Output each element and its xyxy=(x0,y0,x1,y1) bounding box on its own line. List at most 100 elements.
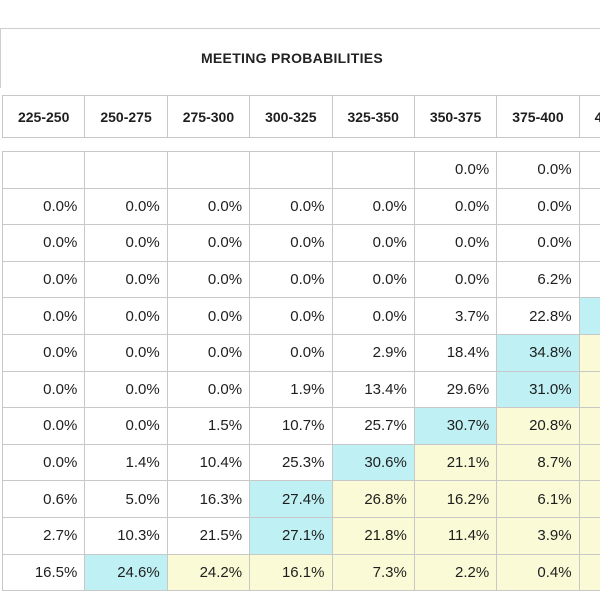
probability-cell: 16.5% xyxy=(1,553,86,592)
probability-cell: 0.0% xyxy=(496,224,580,262)
probability-cell: 0.0% xyxy=(249,333,333,372)
spacer-cell xyxy=(249,137,332,152)
column-header: 250-275 xyxy=(84,95,168,138)
probability-cell xyxy=(249,151,333,189)
probability-cell: 5.0% xyxy=(84,480,168,518)
probability-cell: 31.0% xyxy=(496,370,580,409)
probability-cell xyxy=(166,151,251,189)
table-row: 0.0%0.0%0.0%0.0%0.0%3.7%22.8%38.0% xyxy=(1,297,600,335)
probability-cell: 0.0% xyxy=(1,187,86,226)
probability-cell: 25.7% xyxy=(331,407,415,445)
table-row: 0.6%5.0%16.3%27.4%26.8%16.2%6.1%1.0% xyxy=(1,480,600,518)
column-header: 325-350 xyxy=(331,95,415,138)
probability-cell: 0.0% xyxy=(166,297,251,335)
spacer-cell xyxy=(579,137,600,152)
probability-cell: 0.0% xyxy=(578,553,600,592)
probability-cell: 0.0% xyxy=(166,187,251,226)
probability-cell: 24.2% xyxy=(166,553,251,592)
probability-cell: 7.3% xyxy=(331,553,415,592)
probability-cell: 0.0% xyxy=(413,260,498,299)
column-header: 350-375 xyxy=(413,95,498,138)
probability-cell: 0.0% xyxy=(249,187,333,226)
table-row: 0.0%0.0%0.0% xyxy=(1,151,600,189)
table-row: 0.0%0.0%1.5%10.7%25.7%30.7%20.8%8.0% xyxy=(1,407,600,445)
probability-cell: 10.3% xyxy=(84,516,168,555)
probability-cell xyxy=(84,151,168,189)
spacer-cell xyxy=(332,137,415,152)
spacer-cell xyxy=(84,137,168,152)
probability-cell: 0.0% xyxy=(1,407,86,445)
probability-cell: 0.0% xyxy=(578,151,600,189)
table-row: 0.0%0.0%0.0%0.0%0.0%0.0%0.0%7.0% xyxy=(1,224,600,262)
probability-cell: 17.0% xyxy=(578,370,600,409)
header-spacer xyxy=(2,137,600,152)
table-row: 2.7%10.3%21.5%27.1%21.8%11.4%3.9%0.0% xyxy=(1,516,600,555)
probability-cell: 26.8% xyxy=(331,480,415,518)
probability-cell: 0.0% xyxy=(331,297,415,335)
probability-cell: 0.0% xyxy=(1,260,86,299)
probability-cell: 0.0% xyxy=(1,443,86,482)
probability-cell: 0.0% xyxy=(1,297,86,335)
probability-cell: 16.3% xyxy=(166,480,251,518)
top-strip xyxy=(0,0,600,28)
probability-cell: 0.0% xyxy=(166,370,251,409)
probability-cell: 8.0% xyxy=(578,407,600,445)
probability-cell: 0.0% xyxy=(249,224,333,262)
probability-cell: 8.7% xyxy=(496,443,580,482)
table-row: 16.5%24.6%24.2%16.1%7.3%2.2%0.4%0.0% xyxy=(1,553,600,592)
probability-cell: 0.0% xyxy=(496,151,580,189)
probability-cell: 0.0% xyxy=(413,151,498,189)
table-row: 0.0%0.0%0.0%0.0%2.9%18.4%34.8%29.0% xyxy=(1,333,600,372)
probability-cell: 3.9% xyxy=(496,516,580,555)
probability-cell: 0.0% xyxy=(331,187,415,226)
probability-cell: 0.4% xyxy=(496,553,580,592)
probability-cell: 0.0% xyxy=(578,516,600,555)
probability-cell: 0.0% xyxy=(84,370,168,409)
probability-cell xyxy=(331,151,415,189)
probability-cell xyxy=(1,151,86,189)
probability-cell: 2.0% xyxy=(578,443,600,482)
probability-cell: 0.0% xyxy=(1,224,86,262)
probability-cell: 1.0% xyxy=(578,480,600,518)
probability-cell: 0.0% xyxy=(249,260,333,299)
probability-cell: 1.4% xyxy=(84,443,168,482)
probability-cell: 0.0% xyxy=(249,297,333,335)
probability-cell: 16.1% xyxy=(249,553,333,592)
probability-cell: 0.0% xyxy=(84,407,168,445)
spacer-cell xyxy=(496,137,580,152)
probability-cell: 0.0% xyxy=(413,224,498,262)
probability-cell: 0.0% xyxy=(84,297,168,335)
probability-cell: 7.0% xyxy=(578,224,600,262)
probability-cell: 0.0% xyxy=(1,333,86,372)
probability-cell: 0.0% xyxy=(166,260,251,299)
probability-cell: 29.0% xyxy=(578,333,600,372)
probability-cell: 21.8% xyxy=(331,516,415,555)
probability-cell: 0.0% xyxy=(331,224,415,262)
table-row: 0.0%0.0%0.0%0.0%0.0%0.0%0.0%0.0% xyxy=(1,187,600,226)
probability-cell: 24.6% xyxy=(84,553,168,592)
probability-cell: 22.8% xyxy=(496,297,580,335)
probability-cell: 13.4% xyxy=(331,370,415,409)
table-row: 0.0%1.4%10.4%25.3%30.6%21.1%8.7%2.0% xyxy=(1,443,600,482)
probability-cell: 10.4% xyxy=(166,443,251,482)
column-header: 375-400 xyxy=(496,95,580,138)
probability-cell: 0.0% xyxy=(413,187,498,226)
probability-cell: 6.1% xyxy=(496,480,580,518)
probability-cell: 16.2% xyxy=(413,480,498,518)
probability-cell: 0.0% xyxy=(84,187,168,226)
probability-cell: 29.6% xyxy=(413,370,498,409)
probability-cell: 34.8% xyxy=(496,333,580,372)
probability-cell: 0.0% xyxy=(166,333,251,372)
table-row: 0.0%0.0%0.0%0.0%0.0%0.0%6.2%33.0% xyxy=(1,260,600,299)
probability-cell: 2.9% xyxy=(331,333,415,372)
probability-cell: 0.0% xyxy=(331,260,415,299)
table-row: 0.0%0.0%0.0%1.9%13.4%29.6%31.0%17.0% xyxy=(1,370,600,409)
spacer-cell xyxy=(167,137,250,152)
probability-cell: 0.0% xyxy=(84,224,168,262)
probability-cell: 10.7% xyxy=(249,407,333,445)
probability-cell: 0.0% xyxy=(84,333,168,372)
probability-cell: 0.6% xyxy=(1,480,86,518)
probability-cell: 38.0% xyxy=(578,297,600,335)
probability-cell: 3.7% xyxy=(413,297,498,335)
